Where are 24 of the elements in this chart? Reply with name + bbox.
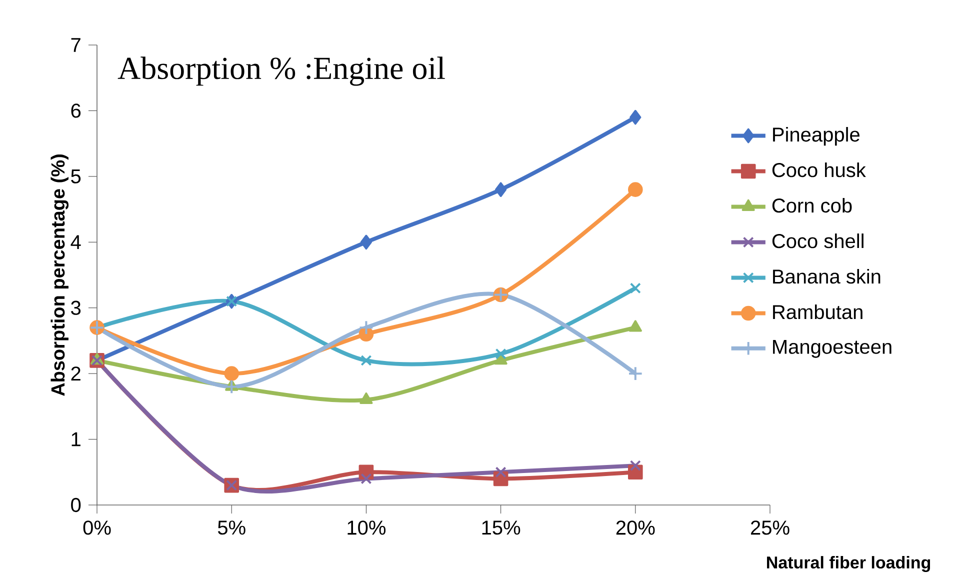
chart-title: Absorption % :Engine oil <box>118 56 445 86</box>
x-tick-label: 15% <box>482 520 520 535</box>
y-tick-label: 5 <box>71 169 81 184</box>
legend-label: Coco shell <box>772 233 864 248</box>
legend-label: Corn cob <box>772 198 852 213</box>
legend-label: Rambutan <box>773 304 862 320</box>
x-tick-label: 25% <box>750 520 790 535</box>
x-tick-label: 5% <box>218 520 246 535</box>
y-tick-label: 1 <box>72 432 80 446</box>
y-tick-label: 7 <box>71 38 80 52</box>
x-axis-title: Natural fiber loading <box>767 556 930 572</box>
x-tick-label: 20% <box>616 520 655 535</box>
x-tick-label: 0% <box>83 520 111 535</box>
y-tick-label: 6 <box>71 104 81 118</box>
legend-label: Pineapple <box>773 127 860 146</box>
y-tick-label: 2 <box>71 366 80 381</box>
x-tick-label: 10% <box>348 520 386 535</box>
legend-label: Coco husk <box>772 162 866 178</box>
legend-label: Banana skin <box>773 268 880 284</box>
y-tick-label: 4 <box>70 235 81 250</box>
legend-label: Mangoesteen <box>773 340 892 358</box>
y-tick-label: 3 <box>71 300 81 315</box>
y-axis-title: Absorption percentage (%) <box>50 154 69 396</box>
y-tick-label: 0 <box>71 498 81 512</box>
